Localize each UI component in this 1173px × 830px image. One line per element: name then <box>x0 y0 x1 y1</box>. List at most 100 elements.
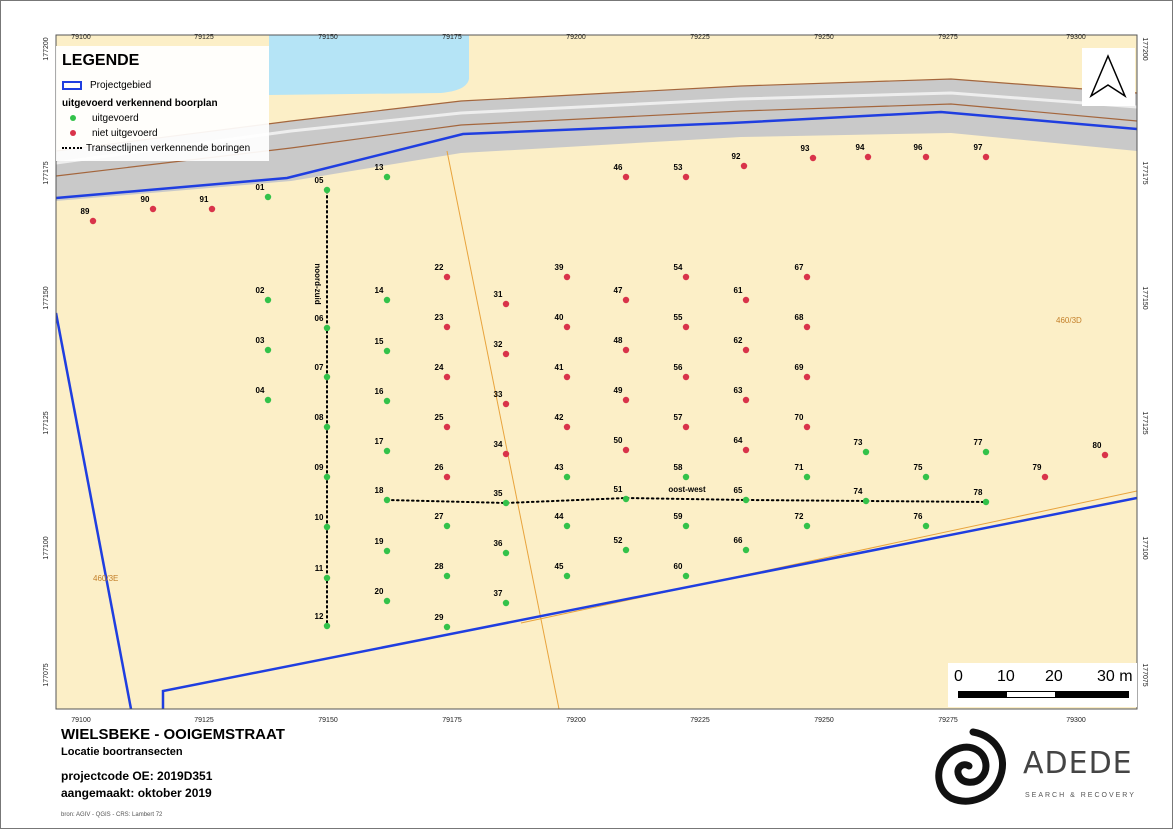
boring-label-12: 12 <box>315 612 324 621</box>
legend: LEGENDE Projectgebied uitgevoerd verkenn… <box>56 46 269 161</box>
map-title: WIELSBEKE - OOIGEMSTRAAT <box>61 726 285 743</box>
boring-point-63 <box>742 396 750 404</box>
boring-label-49: 49 <box>614 386 623 395</box>
legend-item-transect: Transectlijnen verkennende boringen <box>62 143 250 154</box>
x-tick-top-79175: 79175 <box>442 34 462 41</box>
scale-bar-frame <box>958 691 1129 698</box>
road <box>56 79 1137 201</box>
dotted-line-icon <box>62 147 82 150</box>
boring-point-73 <box>862 448 870 456</box>
boring-point-57 <box>682 423 690 431</box>
boring-point-69 <box>803 373 811 381</box>
boring-label-62: 62 <box>734 336 743 345</box>
boring-point-45 <box>563 572 571 580</box>
boring-point-10 <box>323 523 331 531</box>
boring-point-49 <box>622 396 630 404</box>
boring-point-52 <box>622 546 630 554</box>
y-tick-left-177125: 177125 <box>43 411 50 434</box>
boring-point-64 <box>742 446 750 454</box>
boring-point-93 <box>809 154 817 162</box>
boring-label-05: 05 <box>315 176 324 185</box>
scale-segment <box>1055 692 1129 697</box>
boring-label-97: 97 <box>974 143 983 152</box>
scale-label-30: 30 m <box>1097 668 1133 685</box>
scale-bar: 0 10 20 30 m <box>948 663 1137 707</box>
parcel-label-460-3d: 460/3D <box>1056 316 1082 325</box>
y-tick-right-177100: 177100 <box>1141 536 1148 559</box>
boring-label-34: 34 <box>494 440 503 449</box>
boring-label-40: 40 <box>555 313 564 322</box>
boring-label-32: 32 <box>494 340 503 349</box>
boring-point-05 <box>323 186 331 194</box>
y-tick-left-177075: 177075 <box>43 663 50 686</box>
boring-point-35 <box>502 499 510 507</box>
boring-label-16: 16 <box>375 387 384 396</box>
boring-point-11 <box>323 574 331 582</box>
boring-point-28 <box>443 572 451 580</box>
boring-label-57: 57 <box>674 413 683 422</box>
boring-point-96 <box>922 153 930 161</box>
transect-label-noord-zuid: noord-zuid <box>313 263 322 304</box>
boring-label-53: 53 <box>674 163 683 172</box>
y-tick-right-177200: 177200 <box>1141 37 1148 60</box>
legend-done-label: uitgevoerd <box>92 113 139 124</box>
project-boundary <box>161 496 1137 709</box>
boring-point-07 <box>323 373 331 381</box>
boring-label-64: 64 <box>734 436 743 445</box>
y-tick-right-177150: 177150 <box>1141 286 1148 309</box>
logo-name: ADEDE <box>1023 746 1133 781</box>
x-tick-bottom-79275: 79275 <box>938 717 958 724</box>
boring-point-17 <box>383 447 391 455</box>
boring-point-67 <box>803 273 811 281</box>
boring-point-16 <box>383 397 391 405</box>
boring-label-44: 44 <box>555 512 564 521</box>
boring-point-77 <box>982 448 990 456</box>
legend-title: LEGENDE <box>62 52 140 69</box>
boring-label-50: 50 <box>614 436 623 445</box>
boring-label-63: 63 <box>734 386 743 395</box>
boring-label-67: 67 <box>795 263 804 272</box>
boring-point-15 <box>383 347 391 355</box>
boring-point-76 <box>922 522 930 530</box>
boring-point-01 <box>264 193 272 201</box>
x-tick-top-79100: 79100 <box>71 34 91 41</box>
boring-point-47 <box>622 296 630 304</box>
creation-date: aangemaakt: oktober 2019 <box>61 786 212 800</box>
boring-point-04 <box>264 396 272 404</box>
boring-point-51 <box>622 495 630 503</box>
parcel-label-460-3e: 460/3E <box>93 574 118 583</box>
legend-projectgebied-label: Projectgebied <box>90 80 152 91</box>
north-arrow <box>1082 48 1135 106</box>
boring-label-36: 36 <box>494 539 503 548</box>
boring-label-69: 69 <box>795 363 804 372</box>
map-frame <box>55 34 1138 710</box>
boundary-symbol <box>62 80 82 90</box>
boring-label-29: 29 <box>435 613 444 622</box>
boring-label-01: 01 <box>256 183 265 192</box>
boring-label-65: 65 <box>734 486 743 495</box>
x-tick-top-79275: 79275 <box>938 34 958 41</box>
boring-point-44 <box>563 522 571 530</box>
boring-point-26 <box>443 473 451 481</box>
boring-label-11: 11 <box>315 564 324 573</box>
boring-label-90: 90 <box>141 195 150 204</box>
boring-label-66: 66 <box>734 536 743 545</box>
x-tick-bottom-79150: 79150 <box>318 717 338 724</box>
boring-label-75: 75 <box>914 463 923 472</box>
y-tick-right-177075: 177075 <box>1141 663 1148 686</box>
water-body <box>269 35 469 95</box>
boring-point-40 <box>563 323 571 331</box>
legend-item-done: uitgevoerd <box>62 113 139 124</box>
boring-label-04: 04 <box>256 386 265 395</box>
boring-point-90 <box>149 205 157 213</box>
boring-label-25: 25 <box>435 413 444 422</box>
legend-item-projectgebied: Projectgebied <box>62 80 151 91</box>
legend-not-done-label: niet uitgevoerd <box>92 128 158 139</box>
boring-point-48 <box>622 346 630 354</box>
boring-point-53 <box>682 173 690 181</box>
boring-label-27: 27 <box>435 512 444 521</box>
boring-label-51: 51 <box>614 485 623 494</box>
parcel-line <box>520 490 1137 624</box>
boring-point-08 <box>323 423 331 431</box>
